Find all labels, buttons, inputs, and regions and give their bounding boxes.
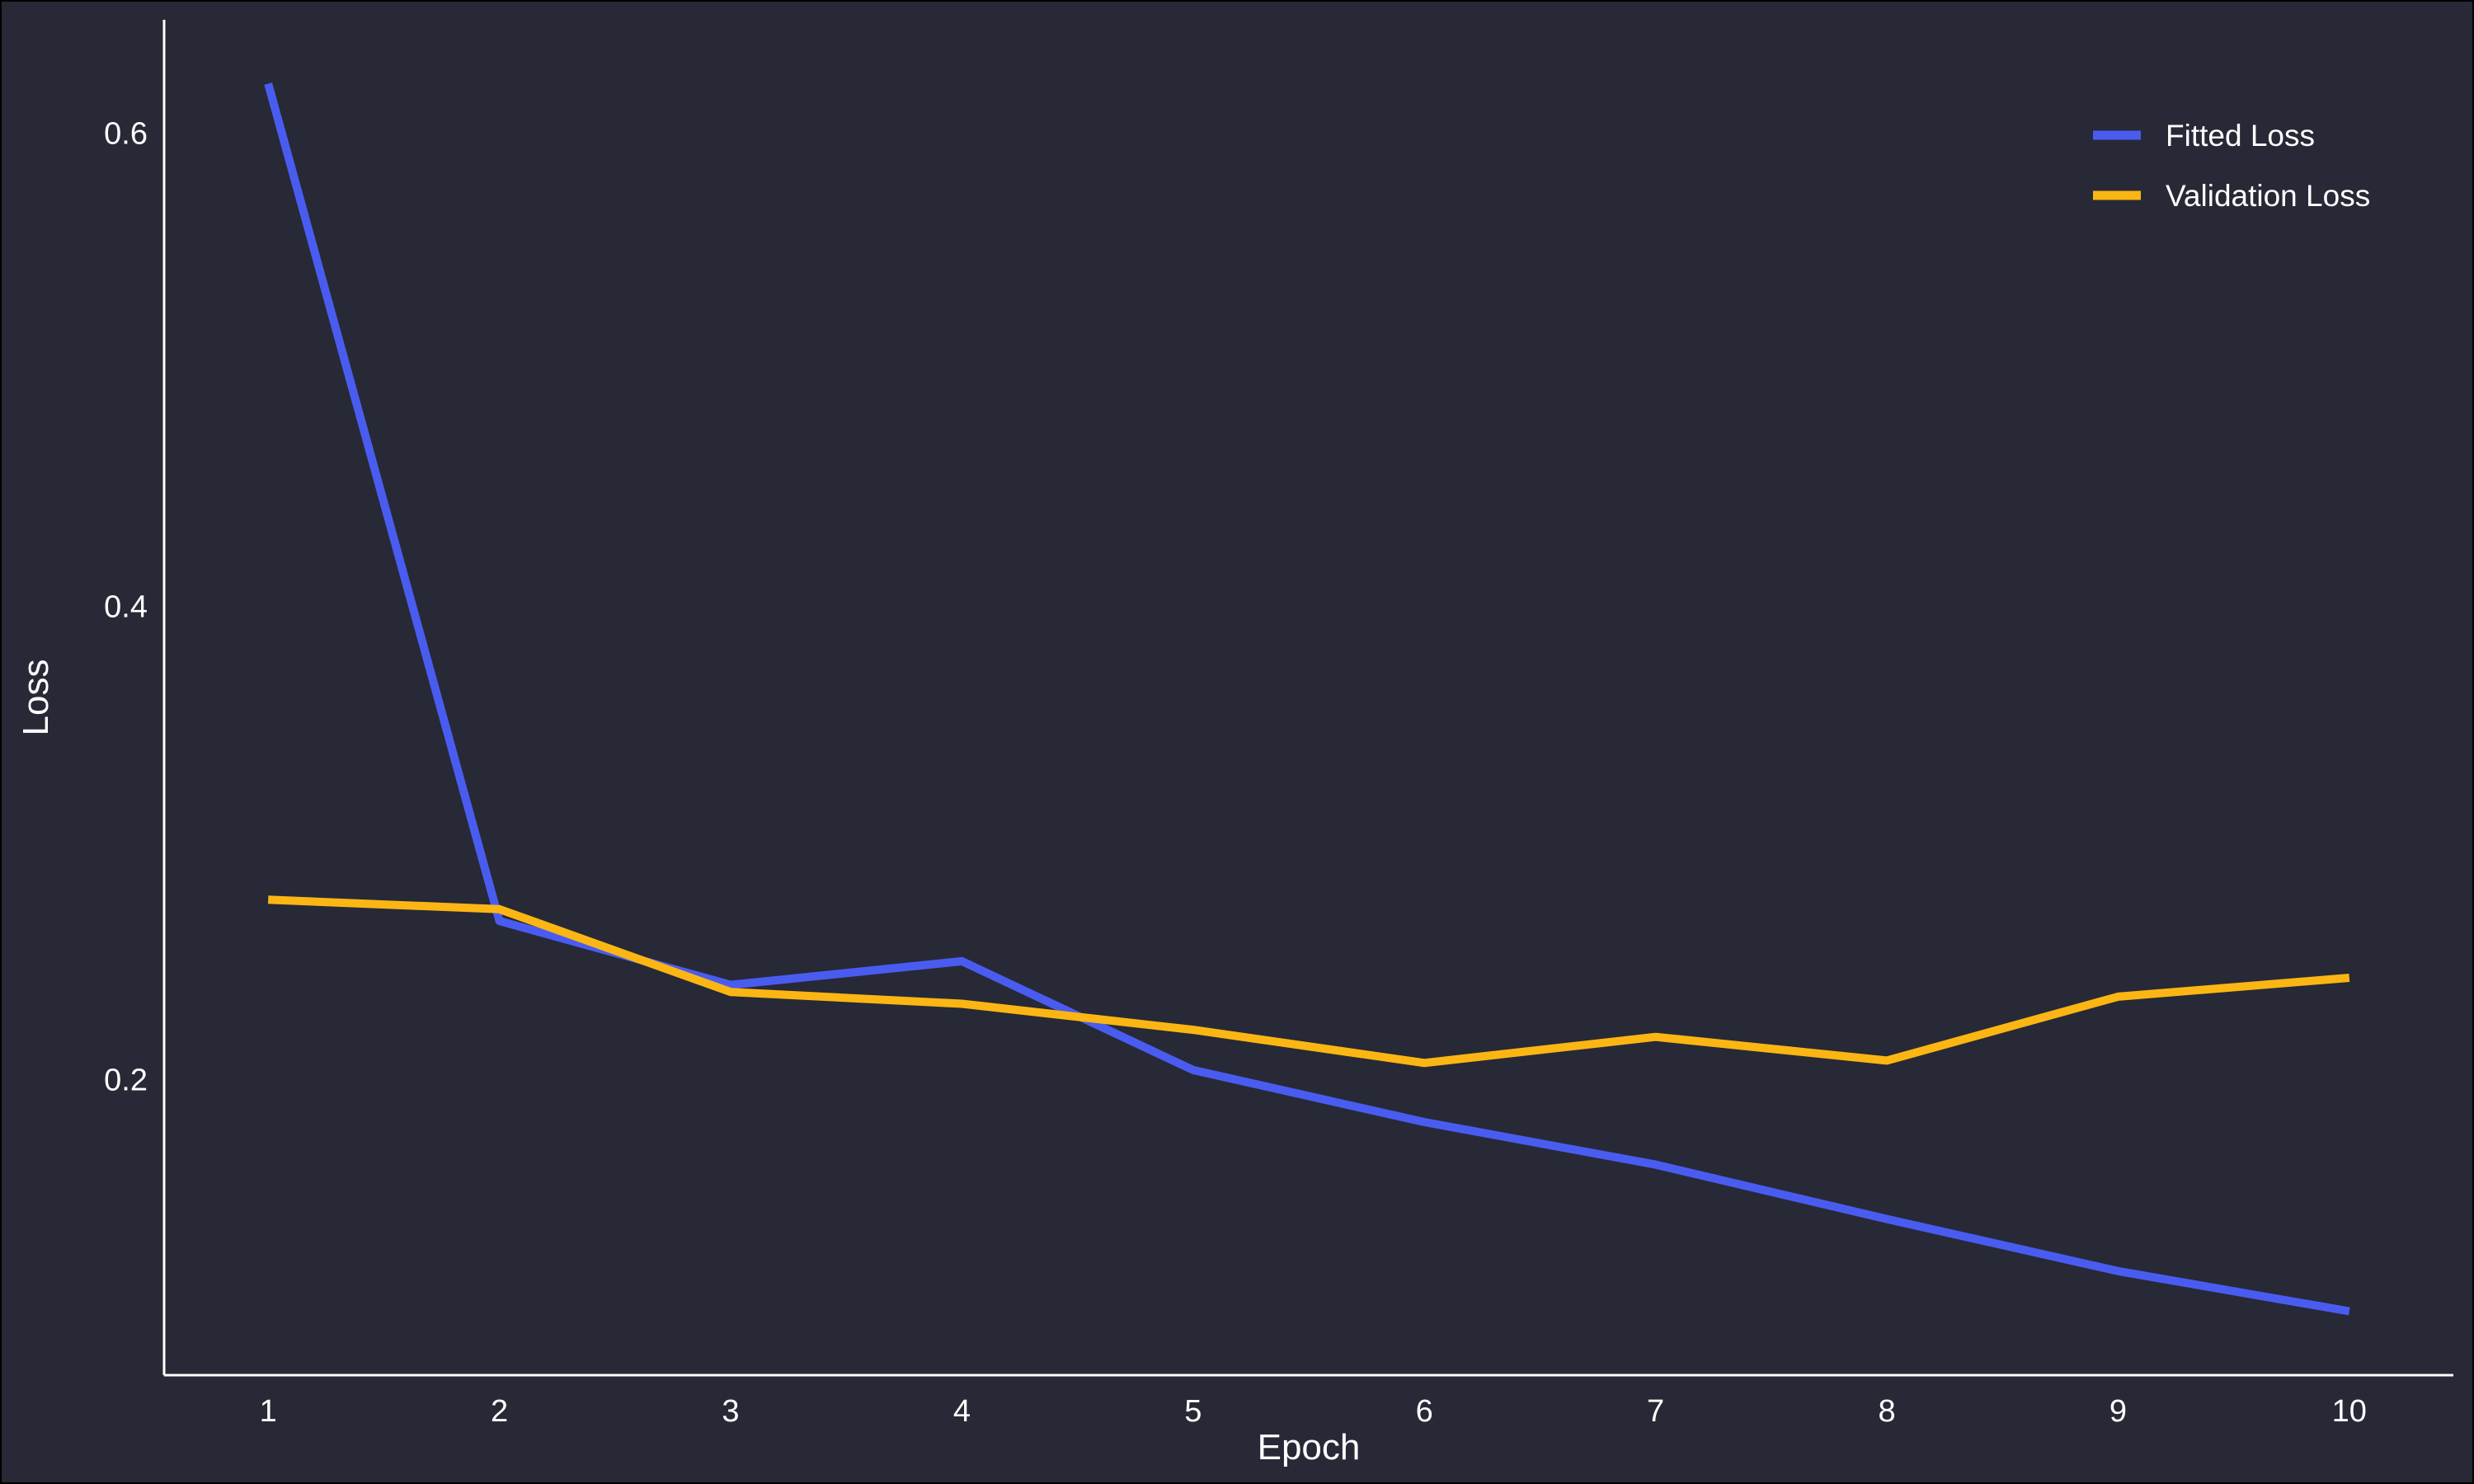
series-lines	[264, 82, 2350, 1316]
legend-label: Validation Loss	[2166, 179, 2370, 213]
axes	[162, 20, 2453, 1377]
series-line-validation-loss	[267, 895, 2350, 1068]
x-tick-label: 10	[2332, 1394, 2367, 1429]
x-tick-label: 2	[491, 1394, 508, 1429]
x-tick-label: 6	[1416, 1394, 1433, 1429]
x-axis-title: Epoch	[1258, 1427, 1361, 1468]
x-tick-label: 5	[1184, 1394, 1202, 1429]
x-tick-labels: 1 2 3 4 5 6 7 8 9 10	[260, 1394, 2367, 1429]
y-tick-label: 0.2	[104, 1063, 148, 1097]
y-axis-title: Loss	[16, 660, 56, 736]
x-tick-label: 8	[1878, 1394, 1895, 1429]
series-line-fitted-loss	[264, 82, 2350, 1316]
legend-label: Fitted Loss	[2166, 119, 2315, 153]
x-tick-label: 1	[260, 1394, 277, 1429]
x-tick-label: 9	[2109, 1394, 2127, 1429]
x-tick-label: 3	[722, 1394, 739, 1429]
x-tick-label: 4	[953, 1394, 971, 1429]
y-tick-label: 0.4	[104, 590, 148, 625]
x-tick-label: 7	[1647, 1394, 1664, 1429]
legend: Fitted Loss Validation Loss	[2093, 119, 2370, 213]
y-tick-label: 0.6	[104, 117, 148, 152]
y-tick-labels: 0.2 0.4 0.6	[104, 117, 148, 1098]
